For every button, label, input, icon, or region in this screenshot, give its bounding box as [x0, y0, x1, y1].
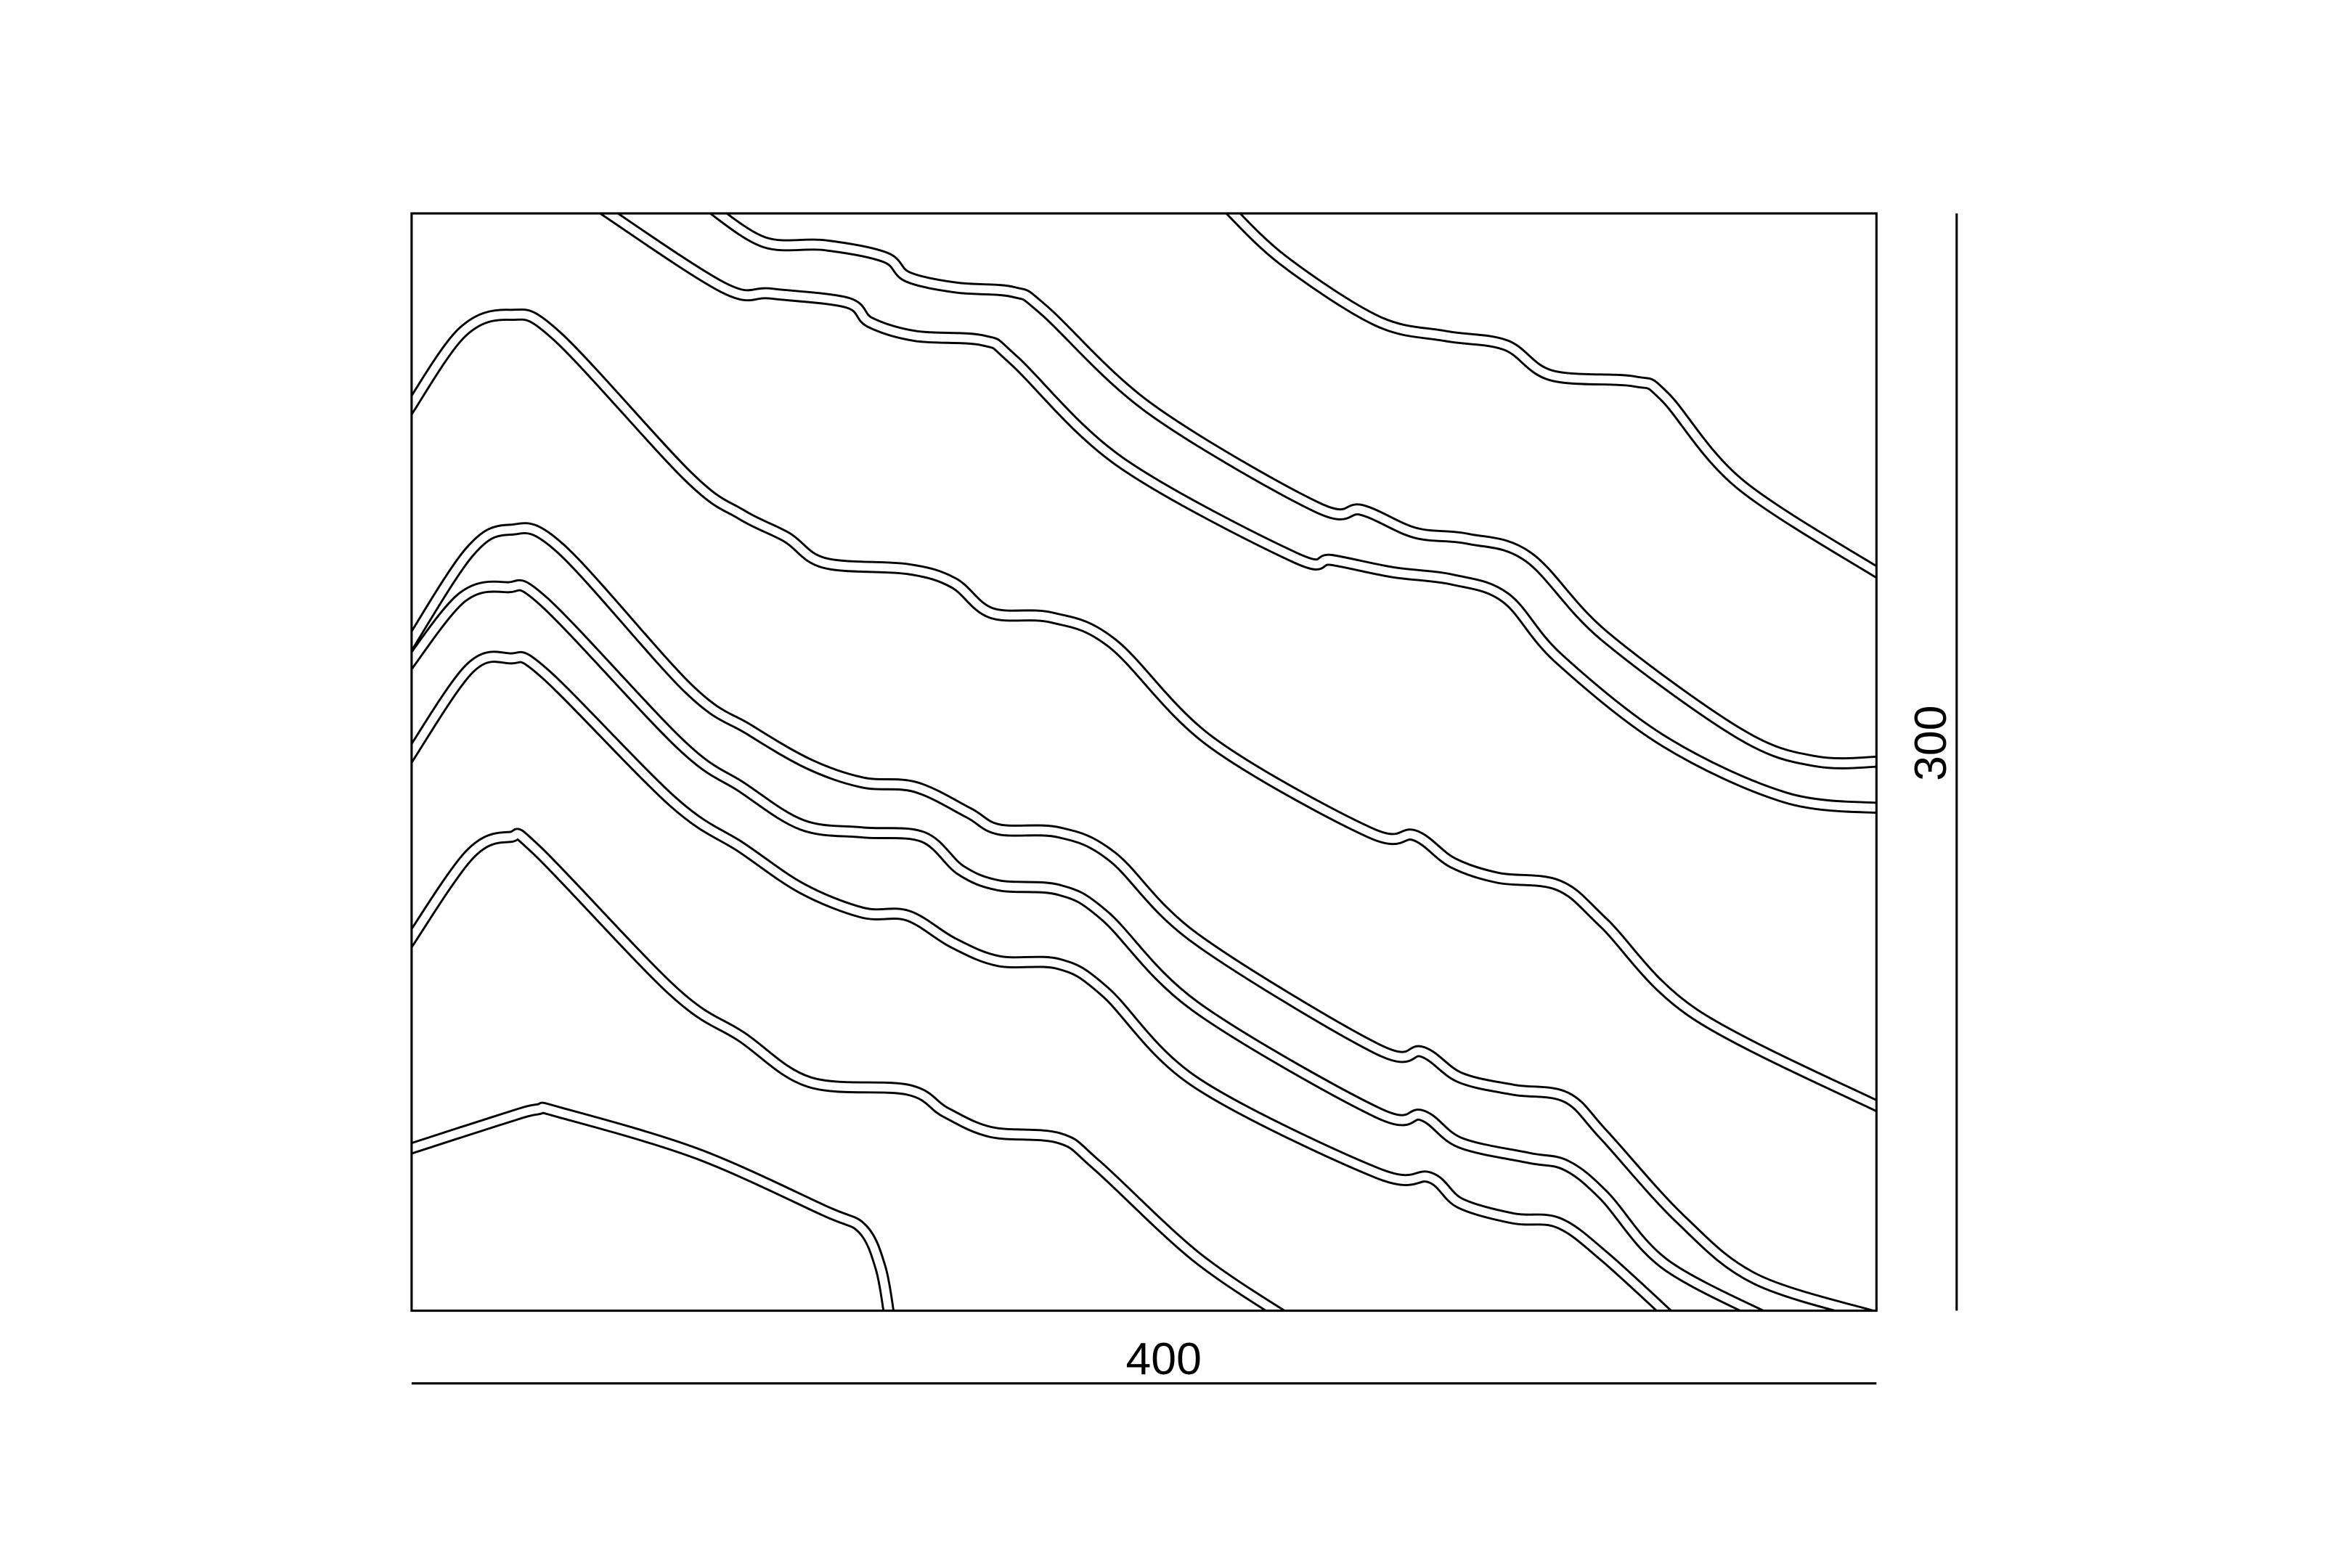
groove-inner-gap	[411, 653, 1670, 1311]
groove-outer-edge	[411, 579, 1767, 1311]
groove-inner-gap	[712, 213, 1877, 767]
contour-groove-1	[1224, 213, 1877, 579]
contour-groove-9	[411, 1101, 895, 1311]
groove-inner-gap	[411, 524, 1870, 1311]
groove-outer-edge	[411, 650, 1673, 1311]
contour-groove-8	[411, 828, 1287, 1311]
height-dimension-label: 300	[1905, 706, 1956, 781]
contour-groove-4	[411, 308, 1877, 1113]
groove-inner-gap	[411, 830, 1283, 1311]
groove-inner-gap	[602, 213, 1877, 812]
groove-inner-gap	[411, 581, 1761, 1311]
groove-outer-edge	[1224, 213, 1877, 579]
contour-groove-3	[598, 213, 1877, 814]
contour-groove-7	[411, 650, 1673, 1311]
contour-lines	[411, 213, 1877, 1311]
width-dimension-label: 400	[1126, 1334, 1202, 1384]
contour-groove-5	[411, 522, 1877, 1311]
groove-outer-edge	[708, 213, 1877, 769]
groove-inner-gap	[411, 1103, 893, 1311]
contour-groove-2	[708, 213, 1877, 769]
contour-groove-6	[411, 579, 1767, 1311]
panel-outline	[410, 212, 1878, 1312]
groove-inner-gap	[1227, 213, 1877, 577]
groove-inner-gap	[411, 310, 1877, 1111]
